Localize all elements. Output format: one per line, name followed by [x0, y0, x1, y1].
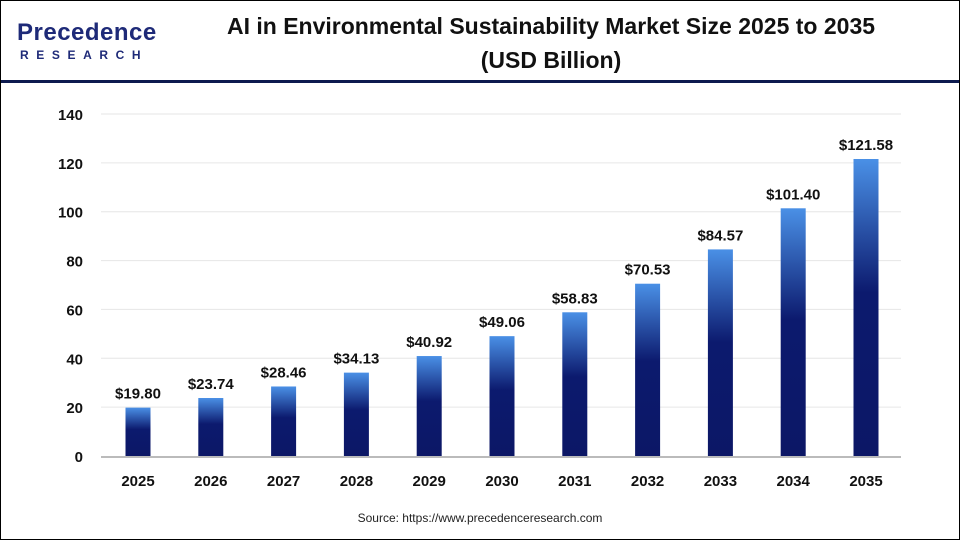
y-tick-label: 120 — [58, 156, 83, 173]
data-label-2033: $84.57 — [697, 227, 743, 244]
y-tick-label: 60 — [66, 302, 83, 319]
bar-2034 — [780, 208, 806, 456]
x-tick-label: 2029 — [413, 473, 446, 490]
y-tick-label: 20 — [66, 400, 83, 417]
bar-2035 — [853, 158, 879, 456]
data-label-2035: $121.58 — [839, 137, 893, 154]
x-tick-label: 2034 — [777, 473, 811, 490]
bar-2031 — [562, 312, 588, 456]
data-label-2025: $19.80 — [115, 386, 161, 403]
x-tick-label: 2028 — [340, 473, 373, 490]
title-line-2: (USD Billion) — [480, 47, 622, 73]
data-label-2028: $34.13 — [333, 351, 379, 368]
data-label-2029: $40.92 — [406, 334, 452, 351]
data-label-2027: $28.46 — [261, 364, 307, 381]
bar-2025 — [125, 407, 151, 456]
x-tick-label: 2027 — [267, 473, 300, 490]
data-label-2032: $70.53 — [625, 262, 671, 279]
bar-2027 — [271, 386, 297, 456]
bar-2033 — [707, 249, 733, 456]
bar-2028 — [343, 372, 369, 456]
data-label-2026: $23.74 — [188, 376, 235, 393]
x-tick-label: 2033 — [704, 473, 737, 490]
x-tick-label: 2035 — [849, 473, 882, 490]
x-tick-label: 2025 — [121, 473, 154, 490]
y-tick-label: 0 — [75, 449, 83, 466]
y-tick-label: 140 — [58, 107, 83, 124]
y-tick-label: 100 — [58, 205, 83, 222]
bar-2030 — [489, 336, 515, 456]
x-tick-label: 2031 — [558, 473, 591, 490]
x-tick-label: 2032 — [631, 473, 664, 490]
data-label-2031: $58.83 — [552, 290, 598, 307]
y-tick-label: 40 — [66, 351, 83, 368]
logo-sub-text: RESEARCH — [20, 48, 149, 62]
bar-2032 — [635, 283, 661, 456]
title-line-1: AI in Environmental Sustainability Marke… — [226, 13, 876, 39]
data-label-2030: $49.06 — [479, 314, 525, 331]
data-label-2034: $101.40 — [766, 186, 820, 203]
logo: Precedence RESEARCH — [17, 19, 167, 65]
y-tick-label: 80 — [66, 254, 83, 271]
logo-main-text: Precedence — [17, 19, 157, 46]
chart-title: AI in Environmental Sustainability Marke… — [171, 9, 931, 77]
x-tick-label: 2026 — [194, 473, 227, 490]
bar-2026 — [198, 398, 224, 456]
bar-2029 — [416, 356, 442, 456]
header-divider — [1, 80, 959, 83]
x-tick-label: 2030 — [485, 473, 518, 490]
source-note: Source: https://www.precedenceresearch.c… — [357, 511, 603, 525]
